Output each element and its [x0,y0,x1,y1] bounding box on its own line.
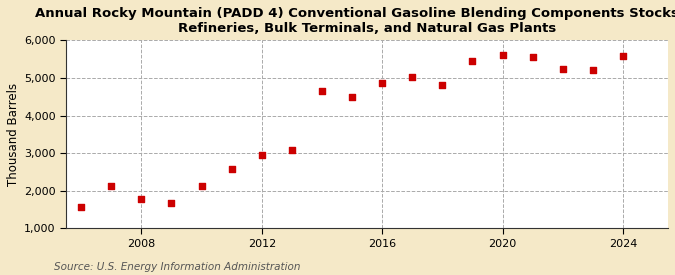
Text: Source: U.S. Energy Information Administration: Source: U.S. Energy Information Administ… [54,262,300,272]
Point [106,184,117,188]
Title: Annual Rocky Mountain (PADD 4) Conventional Gasoline Blending Components Stocks : Annual Rocky Mountain (PADD 4) Conventio… [35,7,675,35]
Point [558,67,568,72]
Point [587,67,598,72]
Point [377,81,387,85]
Point [317,89,327,93]
Point [136,196,146,201]
Point [226,167,237,171]
Point [196,184,207,188]
Point [407,75,418,79]
Y-axis label: Thousand Barrels: Thousand Barrels [7,83,20,186]
Point [286,148,297,152]
Point [527,55,538,59]
Point [256,153,267,158]
Point [166,201,177,205]
Point [497,53,508,57]
Point [76,204,86,209]
Point [437,83,448,87]
Point [467,59,478,63]
Point [347,95,358,99]
Point [618,54,628,59]
